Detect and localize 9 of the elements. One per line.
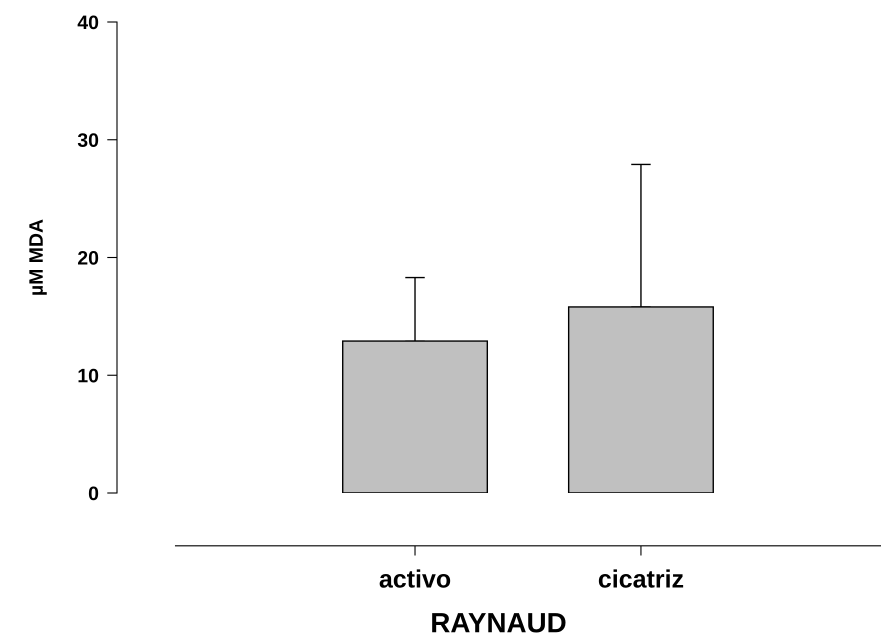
y-tick-label: 0 bbox=[88, 486, 98, 500]
y-tick-label: 30 bbox=[78, 133, 98, 148]
y-tick-label: 10 bbox=[78, 368, 98, 382]
y-tick-label: 40 bbox=[78, 15, 98, 30]
y-tick-label: 20 bbox=[78, 250, 98, 265]
x-tick-label: activo bbox=[380, 569, 450, 588]
x-tick-label: cicatriz bbox=[598, 569, 684, 588]
y-axis-title: µM MDA bbox=[29, 219, 47, 295]
x-axis-title: RAYNAUD bbox=[432, 613, 566, 633]
